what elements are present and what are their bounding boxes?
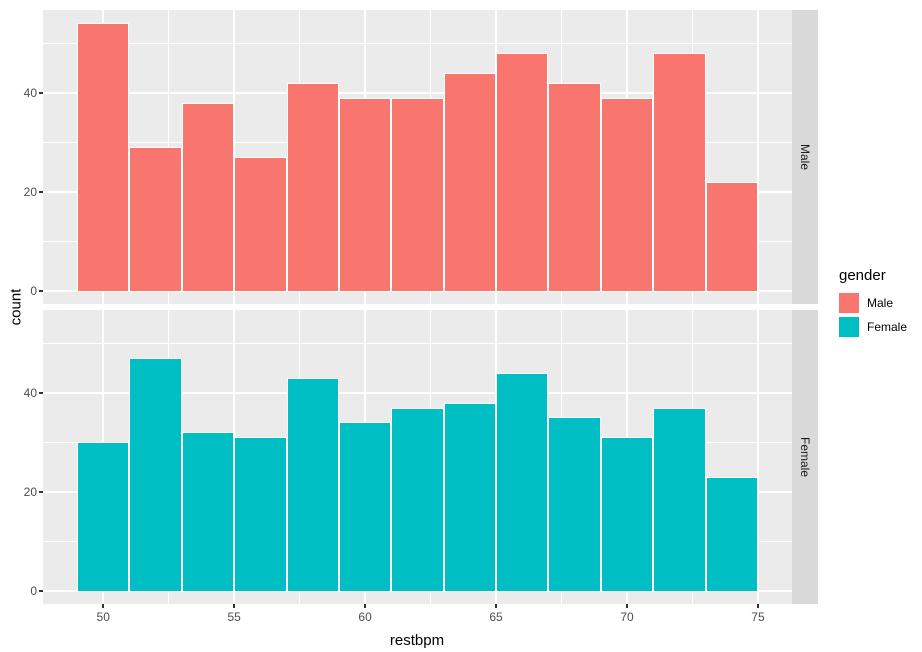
x-tick-label: 70 [620,610,634,624]
y-tick-label: 20 [23,184,37,199]
y-tick-mark [39,290,43,292]
histogram-bar [391,407,444,591]
y-tick-label: 20 [23,484,37,499]
y-tick-label: 0 [30,583,37,598]
x-tick-mark [233,604,235,608]
y-tick-mark [39,590,43,592]
legend-entry-label: Female [867,320,908,334]
y-tick-label: 0 [30,283,37,298]
histogram-bar [234,157,287,291]
facet-strip-female: Female [792,310,818,604]
x-tick-mark [364,604,366,608]
y-major-gridline [43,91,792,94]
y-major-gridline [43,289,792,292]
facet-panel-male [43,10,792,304]
x-tick-mark [102,604,104,608]
histogram-bar [391,97,444,291]
histogram-bar [548,417,601,591]
histogram-bar [181,432,235,591]
histogram-bar [77,442,130,591]
y-tick-mark [39,491,43,493]
y-major-gridline [43,589,792,592]
x-tick-label: 55 [227,610,241,624]
x-axis-title: restbpm [389,632,445,649]
x-tick-label: 60 [358,610,372,624]
x-tick-mark [757,604,759,608]
x-tick-label: 50 [96,610,110,624]
legend-swatch [839,293,859,313]
histogram-bar [600,97,654,291]
histogram-bar [705,476,758,591]
histogram-bar [496,53,549,291]
histogram-bar [548,82,601,291]
x-tick-label: 65 [489,610,503,624]
y-tick-label: 40 [23,385,37,400]
y-tick-label: 40 [23,85,37,100]
histogram-bar [129,358,182,591]
y-minor-gridline [43,42,792,44]
y-major-gridline [43,391,792,394]
legend: gender Male Female [839,268,907,341]
histogram-bar [129,147,182,291]
y-tick-mark [39,392,43,394]
histogram-bar [443,402,497,591]
legend-entry-male: Male [839,293,907,313]
histogram-bar [653,407,706,591]
x-tick-mark [495,604,497,608]
histogram-bar [338,97,392,291]
y-tick-mark [39,92,43,94]
x-major-gridline [756,310,759,604]
histogram-bar [77,23,130,291]
y-tick-mark [39,191,43,193]
x-tick-mark [626,604,628,608]
facet-strip-label: Female [798,436,813,478]
x-tick-label: 75 [751,610,765,624]
y-minor-gridline [43,342,792,344]
facet-panel-female [43,310,792,604]
histogram-bar [705,181,758,291]
histogram-bar [600,437,654,591]
histogram-bar [443,72,497,291]
x-major-gridline [756,10,759,304]
legend-entry-label: Male [867,296,894,310]
histogram-bar [338,422,392,591]
legend-swatch [839,317,859,337]
histogram-bar [234,437,287,591]
facet-strip-male: Male [792,10,818,304]
histogram-bar [496,372,549,591]
legend-entries: Male Female [839,293,907,337]
histogram-bar [286,82,339,291]
legend-title: gender [839,267,886,284]
legend-entry-female: Female [839,317,907,337]
facet-strip-label: Male [798,143,813,171]
histogram-bar [286,377,339,591]
histogram-bar [181,102,235,291]
histogram-bar [653,53,706,291]
